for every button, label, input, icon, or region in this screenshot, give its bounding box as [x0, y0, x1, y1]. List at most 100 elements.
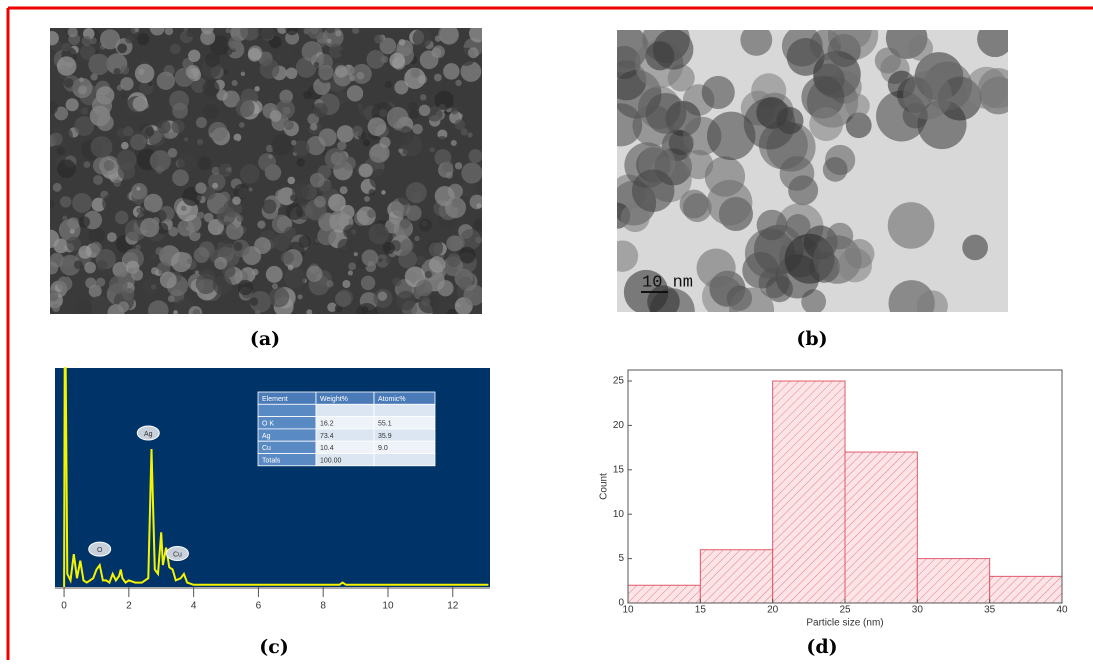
grain [270, 110, 282, 122]
grain [348, 262, 356, 270]
grain [254, 237, 271, 254]
grain [186, 65, 200, 79]
grain [84, 161, 91, 168]
particle [978, 68, 1018, 108]
grain [361, 276, 375, 290]
bar-hatch [845, 452, 917, 603]
grain [419, 219, 432, 232]
grain [378, 291, 388, 301]
grain [420, 94, 426, 100]
grain [337, 125, 354, 142]
grain [155, 247, 163, 255]
grain [368, 224, 389, 245]
x-tick-label: 35 [984, 605, 996, 616]
particle [823, 157, 848, 182]
grain [303, 91, 312, 100]
grain [205, 53, 219, 67]
grain [328, 194, 346, 212]
grain [406, 205, 422, 221]
grain [281, 251, 294, 264]
y-axis-label: Count [599, 473, 610, 500]
particle [845, 94, 869, 118]
grain [330, 52, 336, 58]
caption: (c) [259, 636, 289, 658]
grain [379, 137, 390, 148]
grain [115, 211, 128, 224]
grain [57, 276, 72, 291]
grain [89, 227, 105, 243]
grain [250, 297, 258, 305]
grain [411, 68, 420, 77]
grain [121, 142, 129, 150]
grain [102, 194, 120, 212]
grain [342, 280, 350, 288]
particle [599, 103, 642, 146]
grain [104, 160, 115, 171]
grain [217, 206, 236, 225]
grain [343, 224, 357, 238]
grain [45, 261, 58, 274]
grain [299, 235, 311, 247]
grain [152, 217, 160, 225]
grain [275, 189, 287, 201]
peak-label: Ag [144, 431, 153, 438]
grain [258, 153, 276, 171]
grain [68, 27, 78, 37]
grain [226, 28, 231, 33]
grain [238, 187, 249, 198]
grain [414, 236, 419, 241]
grain [186, 29, 194, 37]
grain [131, 183, 147, 199]
grain [100, 29, 120, 49]
grain [107, 232, 117, 242]
grain [327, 39, 332, 44]
grain [337, 239, 352, 254]
grain [113, 179, 121, 187]
grain [44, 31, 58, 45]
y-tick-label: 15 [613, 464, 625, 475]
x-tick-label: 25 [839, 605, 851, 616]
grain [385, 257, 391, 263]
grain [400, 239, 414, 253]
grain [409, 110, 418, 119]
particle [646, 93, 687, 134]
grain [286, 67, 298, 79]
grain [202, 80, 219, 97]
particle [757, 210, 788, 241]
grain [450, 236, 465, 251]
grain [117, 43, 127, 53]
grain [240, 164, 260, 184]
grain [196, 195, 202, 201]
particle [684, 150, 713, 179]
grain [459, 247, 476, 264]
grain [408, 102, 417, 111]
grain [122, 288, 134, 300]
grain [194, 247, 210, 263]
y-tick-label: 0 [618, 598, 624, 609]
grain [451, 140, 457, 146]
grain [57, 147, 65, 155]
grain [74, 260, 83, 269]
caption: (d) [806, 636, 837, 658]
grain [352, 27, 359, 34]
grain [442, 161, 453, 172]
particle [702, 76, 735, 109]
table-text: 10.4 [320, 445, 334, 452]
grain [238, 280, 253, 295]
grain [455, 162, 462, 169]
grain [296, 158, 304, 166]
grain [396, 291, 416, 311]
bar-hatch [917, 559, 989, 603]
grain [288, 265, 294, 271]
x-tick-label: 4 [191, 601, 197, 612]
grain [336, 233, 340, 237]
grain [137, 33, 149, 45]
grain [356, 303, 378, 325]
grain [306, 266, 322, 282]
grain [236, 215, 243, 222]
grain [284, 267, 305, 288]
grain [135, 245, 140, 250]
grain [144, 194, 163, 213]
grain [78, 246, 91, 259]
y-tick-label: 20 [613, 420, 625, 431]
